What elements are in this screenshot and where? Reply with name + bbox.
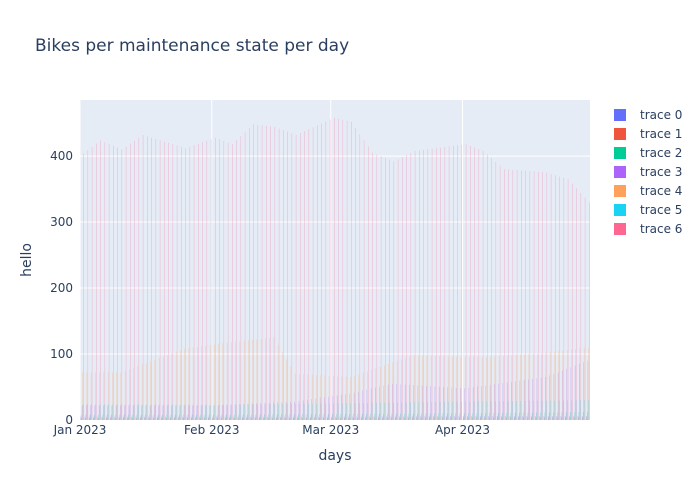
legend-swatch bbox=[614, 166, 626, 178]
y-tick-label: 400 bbox=[50, 149, 73, 163]
legend-swatch bbox=[614, 128, 626, 140]
y-tick-label: 300 bbox=[50, 215, 73, 229]
legend-swatch bbox=[614, 204, 626, 216]
legend-label: trace 2 bbox=[640, 146, 682, 160]
plot-area bbox=[80, 100, 590, 420]
x-tick-label: Feb 2023 bbox=[184, 423, 240, 437]
x-tick-label: Apr 2023 bbox=[435, 423, 490, 437]
legend-swatch bbox=[614, 147, 626, 159]
legend-label: trace 4 bbox=[640, 184, 682, 198]
chart-title: Bikes per maintenance state per day bbox=[35, 36, 349, 56]
x-tick-label: Jan 2023 bbox=[53, 423, 107, 437]
y-tick-label: 200 bbox=[50, 281, 73, 295]
y-axis-label: hello bbox=[19, 243, 35, 277]
legend-label: trace 3 bbox=[640, 165, 682, 179]
legend-swatch bbox=[614, 223, 626, 235]
legend-label: trace 6 bbox=[640, 222, 682, 236]
x-tick-label: Mar 2023 bbox=[302, 423, 359, 437]
x-axis-label: days bbox=[318, 448, 351, 464]
legend-label: trace 0 bbox=[640, 108, 682, 122]
legend-swatch bbox=[614, 109, 626, 121]
legend-label: trace 5 bbox=[640, 203, 682, 217]
legend-label: trace 1 bbox=[640, 127, 682, 141]
legend-item-trace-6[interactable]: trace 6 bbox=[614, 222, 682, 236]
y-tick-label: 100 bbox=[50, 347, 73, 361]
legend-item-trace-2[interactable]: trace 2 bbox=[614, 146, 682, 160]
legend-item-trace-1[interactable]: trace 1 bbox=[614, 127, 682, 141]
legend-swatch bbox=[614, 185, 626, 197]
legend-item-trace-3[interactable]: trace 3 bbox=[614, 165, 682, 179]
legend-item-trace-5[interactable]: trace 5 bbox=[614, 203, 682, 217]
legend-item-trace-0[interactable]: trace 0 bbox=[614, 108, 682, 122]
legend-item-trace-4[interactable]: trace 4 bbox=[614, 184, 682, 198]
